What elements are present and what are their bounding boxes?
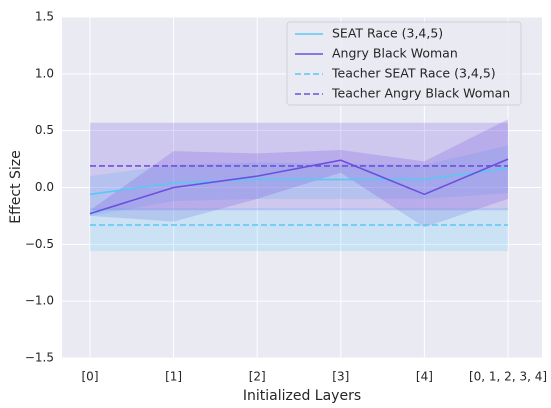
confidence-band [90, 207, 508, 252]
y-tick-label: −1.5 [25, 351, 54, 365]
y-tick-label: 0.5 [35, 123, 54, 137]
legend-label: SEAT Race (3,4,5) [332, 26, 443, 41]
x-tick-label: [2] [249, 370, 266, 384]
x-axis-title: Initialized Layers [243, 388, 361, 404]
y-tick-label: −1.0 [25, 294, 54, 308]
confidence-band [90, 119, 508, 228]
series-line [89, 167, 509, 196]
x-tick-label: [0] [82, 370, 99, 384]
confidence-band [90, 145, 508, 216]
legend-box [286, 21, 522, 106]
x-tick-label: [3] [332, 370, 349, 384]
series-line [89, 158, 509, 215]
y-tick-label: −0.5 [25, 237, 54, 251]
legend-label: Teacher Angry Black Woman [331, 86, 510, 101]
x-tick-label: [4] [416, 370, 433, 384]
y-tick-label: 0.0 [35, 180, 54, 194]
legend-label: Angry Black Woman [332, 46, 458, 61]
x-tick-label: [1] [165, 370, 182, 384]
legend-label: Teacher SEAT Race (3,4,5) [331, 66, 496, 81]
y-axis-title: Effect Size [8, 150, 24, 223]
y-tick-label: 1.0 [35, 66, 54, 80]
y-tick-label: 1.5 [35, 10, 54, 24]
x-tick-label: [0, 1, 2, 3, 4] [469, 370, 547, 384]
